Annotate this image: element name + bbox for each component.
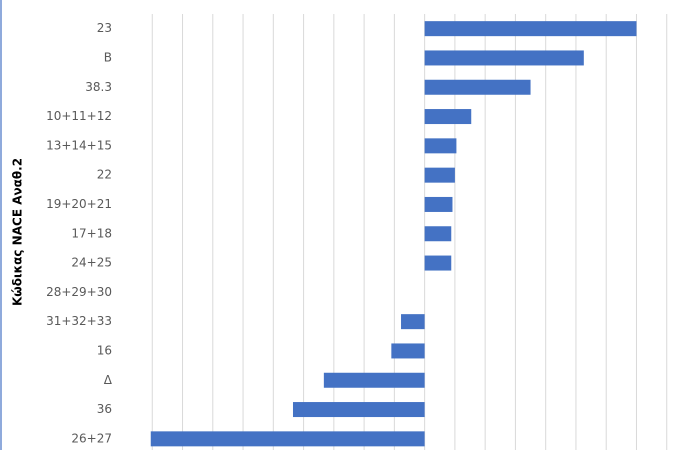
bar	[424, 226, 452, 242]
bars	[150, 21, 637, 447]
bar	[323, 372, 425, 388]
bar	[424, 196, 453, 212]
bar	[391, 343, 425, 359]
y-tick-label: Δ	[104, 373, 113, 387]
bar	[424, 255, 452, 271]
y-tick-label: 36	[97, 402, 112, 416]
bar	[424, 79, 531, 95]
y-tick-label: 19+20+21	[46, 197, 112, 211]
y-tick-label: 16	[97, 343, 112, 357]
bar	[424, 109, 472, 125]
y-tick-label: 22	[97, 168, 112, 182]
bar	[424, 21, 637, 37]
bar	[150, 431, 425, 447]
bar	[292, 402, 425, 418]
y-tick-label: 10+11+12	[46, 109, 112, 123]
y-tick-label: 23	[97, 21, 112, 35]
y-tick-label: 24+25	[71, 256, 112, 270]
bar	[401, 314, 425, 330]
y-tick-label: 13+14+15	[46, 138, 112, 152]
y-axis-title: Κώδικας NACE Αναθ.2	[11, 158, 25, 306]
y-tick-label: 26+27	[71, 431, 112, 445]
bar	[424, 138, 457, 154]
y-tick-label: 17+18	[71, 226, 112, 240]
bar	[424, 167, 455, 183]
y-tick-label: 28+29+30	[46, 285, 112, 299]
y-tick-label: B	[104, 50, 112, 64]
bar	[424, 50, 584, 66]
y-tick-label: 31+32+33	[46, 314, 112, 328]
y-tick-label: 38.3	[85, 80, 112, 94]
